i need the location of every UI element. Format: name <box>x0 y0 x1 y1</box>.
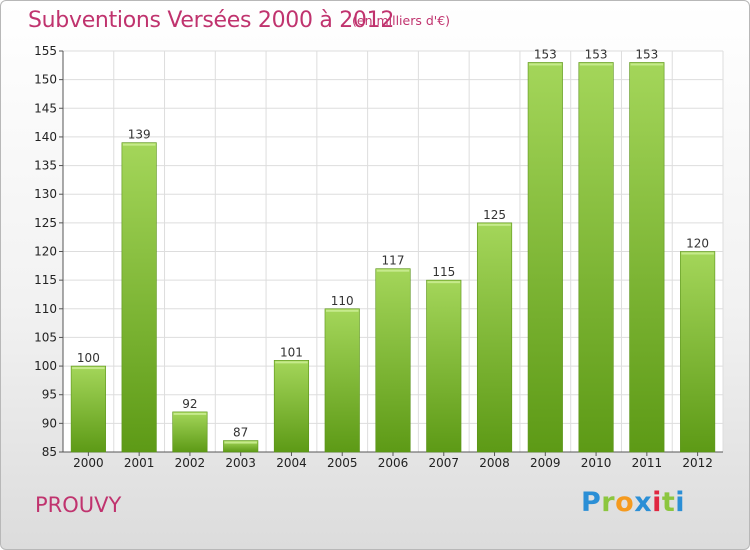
y-tick-label: 105 <box>34 330 57 344</box>
data-label: 117 <box>382 254 405 268</box>
proxiti-logo[interactable]: Proxiti <box>581 487 685 518</box>
x-tick-label: 2001 <box>124 456 155 470</box>
y-tick-label: 135 <box>34 159 57 173</box>
bar <box>172 411 208 453</box>
logo-letter: r <box>601 487 616 518</box>
y-tick-label: 95 <box>42 388 57 402</box>
x-tick-label: 2010 <box>581 456 612 470</box>
logo-letter: t <box>661 487 676 518</box>
y-tick-label: 130 <box>34 187 57 201</box>
bar-highlight <box>224 441 257 444</box>
bar <box>223 440 259 453</box>
y-tick-label: 85 <box>42 445 57 459</box>
data-label: 101 <box>280 345 303 359</box>
x-tick-label: 2002 <box>175 456 206 470</box>
bar-highlight <box>630 63 664 66</box>
y-tick-label: 125 <box>34 216 57 230</box>
x-tick-label: 2000 <box>73 456 104 470</box>
data-label: 153 <box>635 47 658 61</box>
bar-highlight <box>275 361 308 364</box>
data-label: 87 <box>233 426 248 440</box>
x-tick-label: 2005 <box>327 456 358 470</box>
bar-highlight <box>122 143 156 146</box>
bar-highlight <box>478 223 511 226</box>
bar-highlight <box>529 63 562 66</box>
y-tick-label: 110 <box>34 302 57 316</box>
bars <box>70 62 716 453</box>
bar <box>121 142 157 453</box>
bar <box>629 62 665 453</box>
labels: 85 90 95 100 105 110 115 120 125 130 135 140 145 150 1… <box>34 44 713 470</box>
x-tick-label: 2008 <box>479 456 510 470</box>
y-tick-label: 155 <box>34 44 57 58</box>
data-label: 115 <box>432 265 455 279</box>
x-tick-label: 2006 <box>378 456 409 470</box>
bar <box>680 251 716 453</box>
bar-highlight <box>325 309 359 312</box>
logo-letter: i <box>675 487 686 518</box>
y-tick-label: 145 <box>34 101 57 115</box>
logo-letter: x <box>634 487 653 518</box>
x-tick-label: 2007 <box>428 456 459 470</box>
x-tick-label: 2011 <box>632 456 663 470</box>
data-label: 125 <box>483 208 506 222</box>
x-tick-label: 2012 <box>682 456 713 470</box>
data-label: 139 <box>128 128 151 142</box>
bar-highlight <box>376 269 410 272</box>
y-tick-label: 140 <box>34 130 57 144</box>
bar-highlight <box>427 281 461 284</box>
x-tick-label: 2009 <box>530 456 561 470</box>
bar <box>578 62 614 453</box>
y-tick-label: 120 <box>34 245 57 259</box>
data-label: 153 <box>585 47 608 61</box>
data-label: 100 <box>77 351 100 365</box>
bar <box>426 279 462 453</box>
chart-subtitle: (en milliers d'€) <box>352 13 451 28</box>
commune-name: PROUVY <box>35 493 122 517</box>
data-label: 110 <box>331 294 354 308</box>
y-tick-label: 150 <box>34 73 57 87</box>
bar <box>375 268 411 453</box>
bar <box>273 360 310 453</box>
x-tick-label: 2003 <box>225 456 256 470</box>
y-tick-label: 115 <box>34 273 57 287</box>
data-label: 153 <box>534 47 557 61</box>
y-tick-label: 90 <box>42 416 57 430</box>
bar <box>324 308 360 453</box>
logo-letter: i <box>652 487 662 518</box>
bar <box>70 365 106 453</box>
bar-highlight <box>681 252 714 255</box>
bar <box>476 222 513 453</box>
x-tick-label: 2004 <box>276 456 307 470</box>
bar-highlight <box>579 63 613 66</box>
y-tick-label: 100 <box>34 359 57 373</box>
chart-title: Subventions Versées 2000 à 2012 <box>28 8 395 33</box>
bar <box>527 62 563 453</box>
bar-highlight <box>173 412 207 415</box>
data-label: 120 <box>686 237 709 251</box>
data-label: 92 <box>182 397 197 411</box>
logo-letter: o <box>615 487 635 518</box>
bar-highlight <box>72 367 105 370</box>
logo-letter: P <box>581 487 602 518</box>
